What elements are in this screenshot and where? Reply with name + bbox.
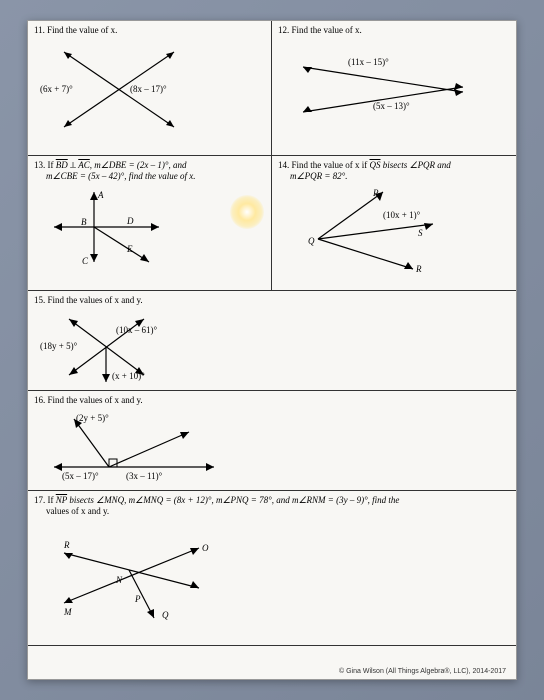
copyright-footer: © Gina Wilson (All Things Algebra®, LLC)… bbox=[339, 668, 506, 675]
p15-diagram: (18y + 5)° (10x – 61)° (x + 10)° bbox=[34, 307, 504, 387]
problem-11: 11. Find the value of x. (6x + 7)° (8x –… bbox=[28, 21, 272, 155]
p16-b: (5x – 17)° bbox=[62, 471, 99, 481]
p14-R: R bbox=[415, 264, 422, 274]
p12-prompt: 12. Find the value of x. bbox=[278, 25, 510, 35]
problem-14: 14. Find the value of x if QS bisects ∠P… bbox=[272, 156, 516, 290]
p17-N: N bbox=[115, 575, 123, 585]
p11-diagram: (6x + 7)° (8x – 17)° bbox=[34, 37, 254, 147]
problem-12: 12. Find the value of x. (11x – 15)° (5x… bbox=[272, 21, 516, 155]
row-17: 17. If NP bisects ∠MNQ, m∠MNQ = (8x + 12… bbox=[28, 491, 516, 646]
p13-E: E bbox=[126, 244, 133, 254]
p14-P: P bbox=[372, 188, 379, 198]
p13-C: C bbox=[82, 256, 89, 266]
p17-prompt: 17. If NP bisects ∠MNQ, m∠MNQ = (8x + 12… bbox=[34, 495, 510, 516]
p16-a: (2y + 5)° bbox=[76, 413, 109, 423]
p11-left-expr: (6x + 7)° bbox=[40, 84, 73, 94]
p11-prompt: 11. Find the value of x. bbox=[34, 25, 265, 35]
p12-top-expr: (11x – 15)° bbox=[348, 57, 389, 67]
p16-prompt: 16. Find the values of x and y. bbox=[34, 395, 510, 405]
p17-M: M bbox=[63, 607, 72, 617]
p17-Q: Q bbox=[162, 610, 169, 620]
problem-17: 17. If NP bisects ∠MNQ, m∠MNQ = (8x + 12… bbox=[28, 491, 516, 645]
p14-Q: Q bbox=[308, 236, 315, 246]
p17-R: R bbox=[63, 540, 70, 550]
row-15: 15. Find the values of x and y. (18y + 5… bbox=[28, 291, 516, 391]
p13-prompt: 13. If BD ⟂ AC, m∠DBE = (2x – 1)°, and m… bbox=[34, 160, 265, 182]
p12-diagram: (11x – 15)° (5x – 13)° bbox=[278, 37, 498, 147]
p14-prompt: 14. Find the value of x if QS bisects ∠P… bbox=[278, 160, 510, 182]
p16-diagram: (2y + 5)° (5x – 17)° (3x – 11)° bbox=[34, 407, 504, 487]
p14-expr: (10x + 1)° bbox=[383, 210, 421, 220]
worksheet-page: 11. Find the value of x. (6x + 7)° (8x –… bbox=[27, 20, 517, 680]
p13-B: B bbox=[81, 217, 87, 227]
problem-13: 13. If BD ⟂ AC, m∠DBE = (2x – 1)°, and m… bbox=[28, 156, 272, 290]
p11-right-expr: (8x – 17)° bbox=[130, 84, 167, 94]
p17-diagram: R M N O P Q bbox=[34, 518, 504, 633]
p13-A: A bbox=[97, 190, 104, 200]
p15-a: (18y + 5)° bbox=[40, 341, 78, 351]
p13-diagram: A B C D E bbox=[34, 184, 254, 279]
p13-D: D bbox=[126, 216, 134, 226]
problem-15: 15. Find the values of x and y. (18y + 5… bbox=[28, 291, 516, 390]
row-11-12: 11. Find the value of x. (6x + 7)° (8x –… bbox=[28, 21, 516, 156]
p17-P: P bbox=[134, 594, 141, 604]
p15-b: (10x – 61)° bbox=[116, 325, 157, 335]
p17-O: O bbox=[202, 543, 209, 553]
p15-c: (x + 10)° bbox=[112, 371, 145, 381]
row-13-14: 13. If BD ⟂ AC, m∠DBE = (2x – 1)°, and m… bbox=[28, 156, 516, 291]
p15-prompt: 15. Find the values of x and y. bbox=[34, 295, 510, 305]
p16-c: (3x – 11)° bbox=[126, 471, 163, 481]
p12-bot-expr: (5x – 13)° bbox=[373, 101, 410, 111]
p14-S: S bbox=[418, 228, 423, 238]
p14-diagram: P Q R S (10x + 1)° bbox=[278, 184, 498, 279]
row-16: 16. Find the values of x and y. (2y + 5)… bbox=[28, 391, 516, 491]
problem-16: 16. Find the values of x and y. (2y + 5)… bbox=[28, 391, 516, 490]
